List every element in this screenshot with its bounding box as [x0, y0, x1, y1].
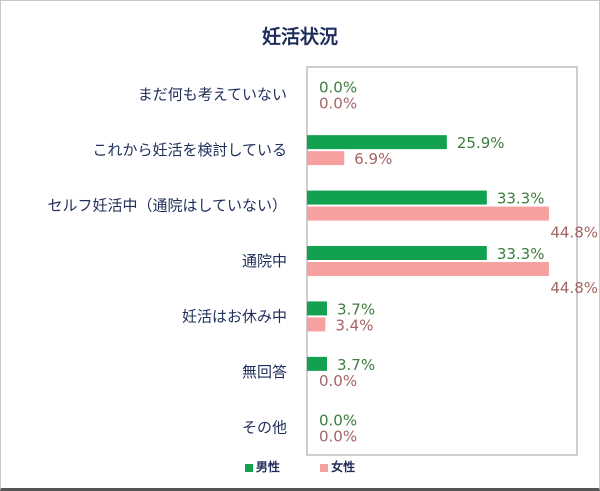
bar-male — [307, 301, 327, 316]
data-label-male: 0.0% — [319, 79, 357, 97]
data-label-female: 0.0% — [319, 95, 357, 113]
plot-area — [306, 66, 578, 456]
data-label-male: 0.0% — [319, 411, 357, 429]
bar-male — [307, 190, 487, 205]
data-label-female: 44.8% — [550, 279, 598, 297]
category-label: 無回答 — [242, 363, 287, 381]
category-label: 通院中 — [242, 252, 287, 270]
category-label: セルフ妊活中（通院はしていない） — [47, 197, 287, 215]
data-label-male: 3.7% — [337, 300, 375, 318]
legend-label-male: 男性 — [255, 460, 280, 474]
bar-male — [307, 246, 487, 260]
chart-title: 妊活状況 — [261, 26, 338, 48]
category-label: まだ何も考えていない — [138, 86, 287, 104]
bar-male — [307, 356, 327, 371]
legend-item-male: 男性 — [244, 458, 280, 475]
legend: 男性 女性 — [0, 458, 600, 475]
legend-swatch-female — [320, 463, 329, 472]
data-label-female: 3.4% — [335, 316, 373, 334]
legend-label-female: 女性 — [331, 460, 356, 474]
legend-swatch-male — [244, 463, 253, 472]
legend-item-female: 女性 — [320, 458, 355, 475]
bar-male — [307, 135, 447, 150]
data-label-male: 33.3% — [497, 190, 545, 208]
data-label-female: 0.0% — [319, 372, 357, 390]
data-label-male: 33.3% — [497, 245, 545, 263]
bar-female — [307, 262, 549, 276]
category-label: その他 — [242, 418, 287, 436]
category-label: これから妊活を検討している — [92, 141, 287, 159]
data-label-female: 44.8% — [550, 224, 598, 242]
data-label-male: 25.9% — [457, 134, 505, 152]
data-label-female: 6.9% — [354, 150, 392, 168]
category-label: 妊活はお休み中 — [182, 307, 287, 325]
bar-female — [307, 151, 345, 166]
data-label-male: 3.7% — [337, 356, 375, 374]
bar-female — [307, 206, 549, 221]
bar-female — [307, 317, 326, 332]
data-label-female: 0.0% — [319, 427, 357, 445]
